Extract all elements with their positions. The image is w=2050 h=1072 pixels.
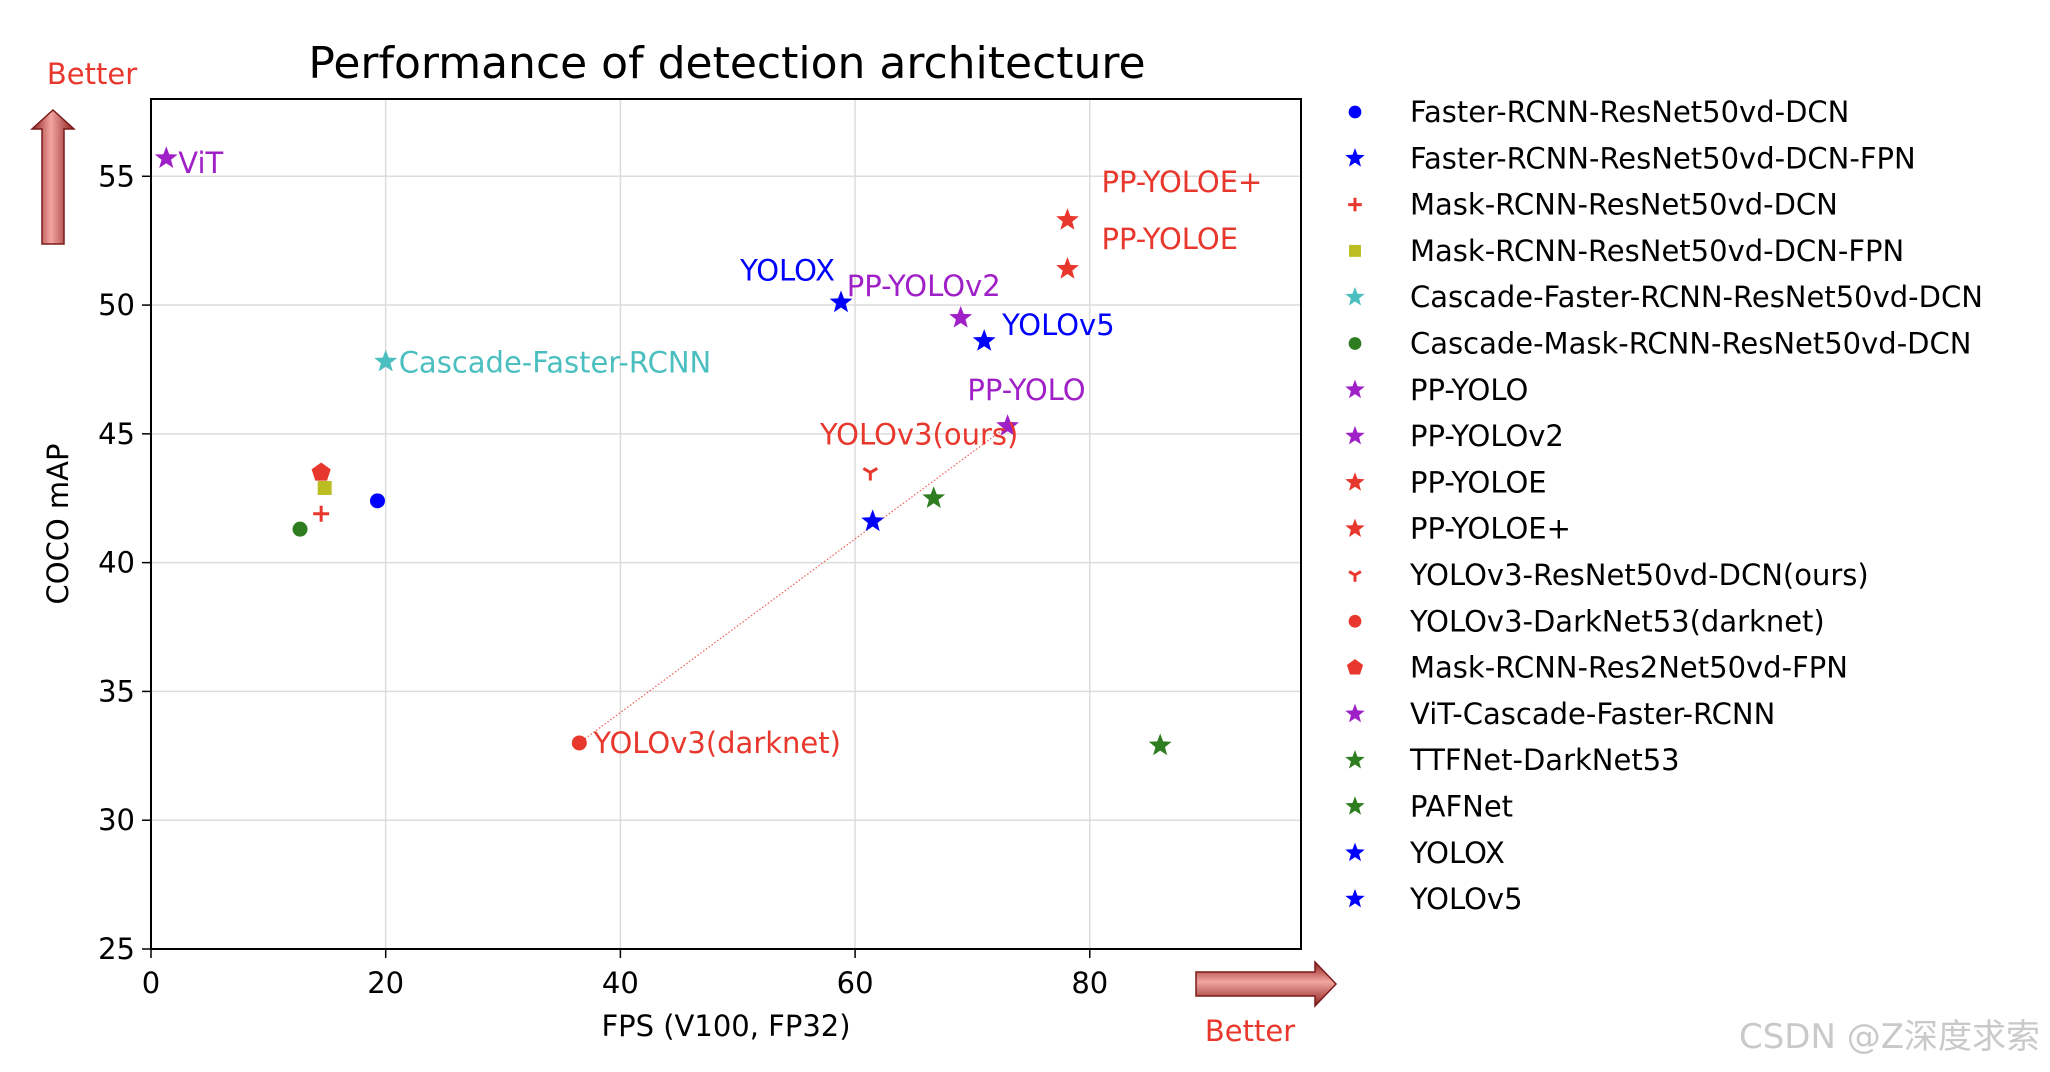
legend-marker-mask-rcnn-resnet50vd-dcn-fpn	[1349, 244, 1361, 257]
legend-marker-yolov3-resnet50vd-dcn-ours	[1348, 570, 1362, 582]
legend-label-ttfnet-darknet53: TTFNet-DarkNet53	[1409, 743, 1680, 777]
x-tick-label: 60	[837, 966, 874, 1000]
point-vit-cascade-faster-rcnn	[154, 146, 178, 168]
legend-label-yolov3-resnet50vd-dcn-ours: YOLOv3-ResNet50vd-DCN(ours)	[1409, 558, 1869, 592]
legend-label-yolov5: YOLOv5	[1409, 882, 1523, 916]
legend-label-pp-yoloe: PP-YOLOE+	[1410, 512, 1571, 546]
better-up-arrow-icon	[30, 108, 76, 245]
legend-marker-faster-rcnn-resnet50vd-dcn	[1348, 105, 1362, 119]
x-tick-label: 0	[142, 966, 160, 1000]
point-yolov3-resnet50vd-dcn-ours	[862, 467, 879, 481]
legend-label-pp-yolo: PP-YOLO	[1410, 373, 1528, 407]
legend-label-pafnet: PAFNet	[1410, 790, 1513, 824]
legend-marker-pp-yolo	[1345, 379, 1365, 399]
y-tick-label: 50	[98, 288, 135, 322]
point-label-yolov3-darknet: YOLOv3(darknet)	[592, 726, 841, 760]
y-axis-label: COCO mAP	[41, 444, 75, 605]
point-labels: Cascade-Faster-RCNN PP-YOLO PP-YOLOv2 PP-YO…	[178, 146, 1262, 760]
legend-label-yolov3-darknet53-darknet: YOLOv3-DarkNet53(darknet)	[1409, 604, 1825, 638]
legend-label-mask-rcnn-res2net50vd-fpn: Mask-RCNN-Res2Net50vd-FPN	[1410, 651, 1848, 685]
x-tick-label: 80	[1071, 966, 1108, 1000]
annotation-dotted-line	[578, 425, 1008, 744]
annotation-lines	[578, 425, 1008, 744]
legend-marker-mask-rcnn-resnet50vd-dcn	[1348, 197, 1362, 212]
point-mask-rcnn-resnet50vd-dcn	[313, 505, 330, 522]
y-axis: 25 30 35 40 45 50 55	[98, 159, 151, 966]
watermark: CSDN @Z深度求索	[1739, 1017, 2040, 1057]
legend-marker-pp-yolov2	[1345, 425, 1365, 445]
y-tick-label: 30	[98, 803, 135, 837]
point-label-vit: ViT	[178, 146, 223, 180]
y-tick-label: 25	[98, 932, 135, 966]
legend-label-yolox: YOLOX	[1409, 836, 1505, 870]
chart-title: Performance of detection architecture	[308, 38, 1145, 89]
point-faster-rcnn-resnet50vd-dcn-fpn	[861, 509, 885, 532]
legend-marker-yolox	[1345, 842, 1365, 862]
legend-marker-mask-rcnn-res2net50vd-fpn	[1346, 659, 1364, 675]
legend-marker-pafnet	[1345, 796, 1365, 815]
legend-marker-faster-rcnn-resnet50vd-dcn-fpn	[1345, 148, 1365, 167]
better-right-arrow-icon	[1195, 960, 1338, 1008]
point-pp-yoloe	[1056, 208, 1079, 230]
legend-label-pp-yoloe: PP-YOLOE	[1410, 465, 1547, 499]
point-label-cascade-faster-rcnn: Cascade-Faster-RCNN	[399, 346, 712, 380]
legend-marker-pp-yoloe	[1345, 472, 1365, 491]
x-tick-label: 20	[367, 966, 404, 1000]
legend-label-mask-rcnn-resnet50vd-dcn: Mask-RCNN-ResNet50vd-DCN	[1410, 188, 1838, 222]
point-label-yolox: YOLOX	[739, 253, 835, 287]
plot-frame	[150, 98, 1302, 950]
point-pp-yoloe	[1056, 257, 1079, 279]
point-mask-rcnn-res2net50vd-fpn	[311, 462, 331, 481]
point-faster-rcnn-resnet50vd-dcn	[369, 493, 385, 509]
x-tick-label: 40	[602, 966, 639, 1000]
legend-label-mask-rcnn-resnet50vd-dcn-fpn: Mask-RCNN-ResNet50vd-DCN-FPN	[1410, 234, 1904, 268]
legend-marker-pp-yoloe	[1345, 518, 1365, 537]
legend-label-faster-rcnn-resnet50vd-dcn-fpn: Faster-RCNN-ResNet50vd-DCN-FPN	[1410, 141, 1916, 175]
point-yolov3-darknet53-darknet	[571, 735, 587, 751]
x-axis: 0 20 40 60 80	[142, 949, 1108, 1000]
point-label-pp-yoloe: PP-YOLOE	[1101, 222, 1238, 256]
data-points	[154, 146, 1172, 756]
point-mask-rcnn-resnet50vd-dcn-fpn	[317, 480, 332, 495]
legend-marker-yolov3-darknet53-darknet	[1348, 614, 1362, 628]
point-label-yolov5: YOLOv5	[1001, 308, 1115, 342]
legend-label-vit-cascade-faster-rcnn: ViT-Cascade-Faster-RCNN	[1410, 697, 1775, 731]
better-x-label: Better	[1205, 1014, 1295, 1048]
point-label-pp-yolo: PP-YOLO	[967, 373, 1085, 407]
point-ttfnet-darknet53	[1148, 733, 1172, 756]
point-yolox	[829, 290, 853, 313]
legend: Faster-RCNN-ResNet50vd-DCN Faster-RCNN-Re…	[1345, 95, 1983, 916]
y-tick-label: 45	[98, 417, 135, 451]
legend-marker-ttfnet-darknet53	[1345, 750, 1365, 769]
legend-label-faster-rcnn-resnet50vd-dcn: Faster-RCNN-ResNet50vd-DCN	[1410, 95, 1849, 129]
legend-marker-yolov5	[1345, 888, 1365, 908]
y-tick-label: 40	[98, 546, 135, 580]
legend-label-cascade-faster-rcnn-resnet50vd-dcn: Cascade-Faster-RCNN-ResNet50vd-DCN	[1410, 280, 1983, 314]
point-label-pp-yolov2: PP-YOLOv2	[847, 269, 1001, 303]
legend-label-cascade-mask-rcnn-resnet50vd-dcn: Cascade-Mask-RCNN-ResNet50vd-DCN	[1410, 327, 1971, 361]
y-tick-label: 55	[98, 159, 135, 193]
x-axis-label: FPS (V100, FP32)	[601, 1009, 850, 1043]
point-label-yolov3-ours: YOLOv3(ours)	[819, 417, 1018, 451]
y-tick-label: 35	[98, 674, 135, 708]
point-cascade-faster-rcnn-resnet50vd-dcn	[374, 349, 398, 372]
point-pp-yolo	[996, 414, 1019, 436]
legend-marker-cascade-faster-rcnn-resnet50vd-dcn	[1345, 287, 1365, 306]
point-label-pp-yoloe: PP-YOLOE+	[1101, 165, 1262, 199]
point-cascade-mask-rcnn-resnet50vd-dcn	[292, 521, 308, 537]
point-pafnet	[922, 486, 946, 508]
legend-label-pp-yolov2: PP-YOLOv2	[1410, 419, 1564, 453]
point-yolov5	[972, 329, 996, 351]
legend-marker-vit-cascade-faster-rcnn	[1345, 703, 1365, 723]
legend-marker-cascade-mask-rcnn-resnet50vd-dcn	[1348, 337, 1362, 350]
point-pp-yolov2	[949, 305, 973, 328]
better-y-label: Better	[47, 57, 137, 91]
